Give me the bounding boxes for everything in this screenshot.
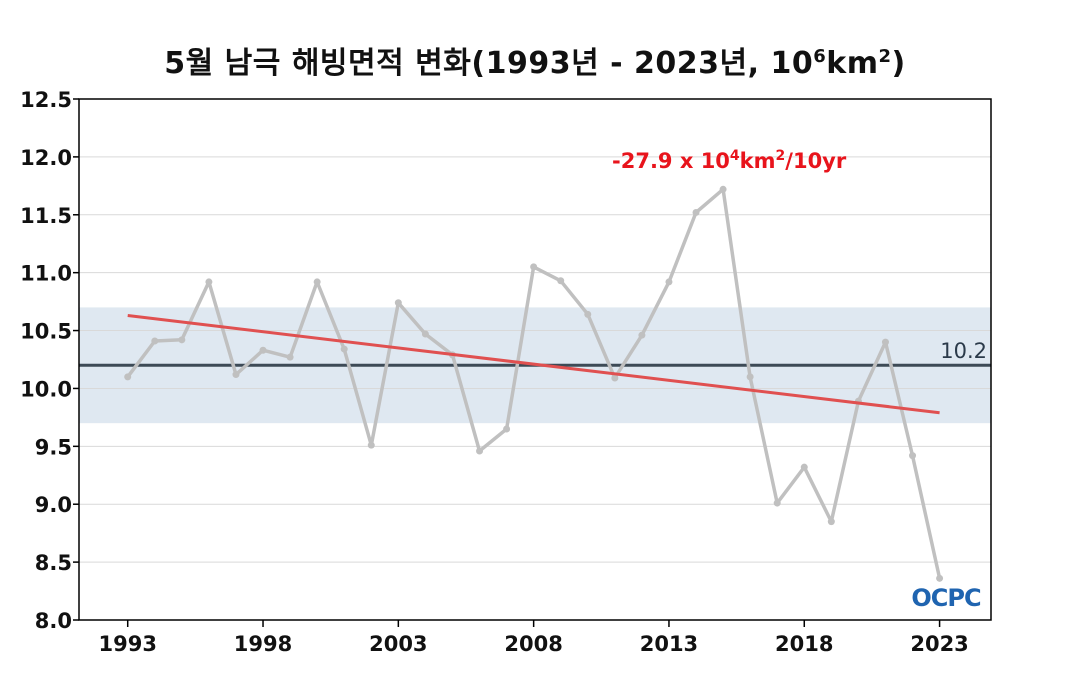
y-tick-label: 8.5 [35,551,72,575]
trend-label-sup2: 2 [776,148,786,164]
data-point [313,278,321,286]
data-point [909,452,917,460]
title-sup-square: 2 [878,46,892,67]
data-point [286,353,294,361]
x-tick-label: 2003 [369,632,427,656]
chart-title: 5월 남극 해빙면적 변화(1993년 - 2023년, 106km2) [0,38,1070,82]
data-point [151,337,159,345]
x-tick-label: 2023 [910,632,968,656]
y-tick-label: 12.0 [20,146,72,170]
data-point [205,278,213,286]
ocpc-logo: OCPC [911,584,981,612]
trend-label-unit: km [740,149,776,173]
data-point [421,330,429,338]
trend-label-suffix: /10yr [785,149,847,173]
x-tick-label: 2008 [504,632,562,656]
title-main: 5월 남극 해빙면적 변화(1993년 - 2023년, 10 [164,46,814,81]
data-point [936,574,944,582]
trend-label-sup1: 4 [730,148,740,164]
data-point [800,463,808,471]
y-tick-label: 11.0 [20,262,72,286]
x-tick-label: 1993 [98,632,156,656]
data-point [692,208,700,216]
y-axis: 8.0 8.5 9.0 9.5 10.0 10.5 11.0 11.5 12.0 12.5 [20,88,79,633]
data-point [638,331,646,339]
x-tick-label: 2013 [640,632,698,656]
plot-frame [78,98,992,621]
data-point [557,277,565,285]
y-tick-label: 9.0 [35,493,72,517]
y-tick-label: 11.5 [20,204,72,228]
data-point [881,338,889,346]
data-point [178,336,186,344]
data-point [367,441,375,449]
data-point [340,345,348,353]
data-point [394,299,402,307]
trend-label-prefix: -27.9 x 10 [612,149,730,173]
data-point [584,310,592,318]
data-point [476,447,484,455]
y-tick-label: 10.5 [20,320,72,344]
mean-label: 10.2 [940,339,987,363]
data-point [665,278,673,286]
title-unit: km [826,46,879,81]
data-point [124,373,132,381]
data-point [827,518,835,526]
title-end: ) [891,46,906,81]
title-sup-exponent: 6 [813,46,827,67]
data-point [611,374,619,382]
data-point [746,373,754,381]
y-tick-label: 8.0 [35,609,72,633]
data-point [773,499,781,507]
x-tick-label: 1998 [234,632,292,656]
data-point [530,263,538,271]
data-point [719,185,727,193]
data-point [503,425,511,433]
y-tick-label: 9.5 [35,435,72,459]
trend-label: -27.9 x 104km2/10yr [612,148,847,173]
trend-line [127,314,940,415]
x-tick-label: 2018 [775,632,833,656]
data-point [259,346,267,354]
data-point [232,371,240,379]
y-tick-label: 10.0 [20,377,72,401]
x-axis: 1993 1998 2003 2008 2013 2018 2023 [98,620,969,656]
y-tick-label: 12.5 [20,88,72,112]
